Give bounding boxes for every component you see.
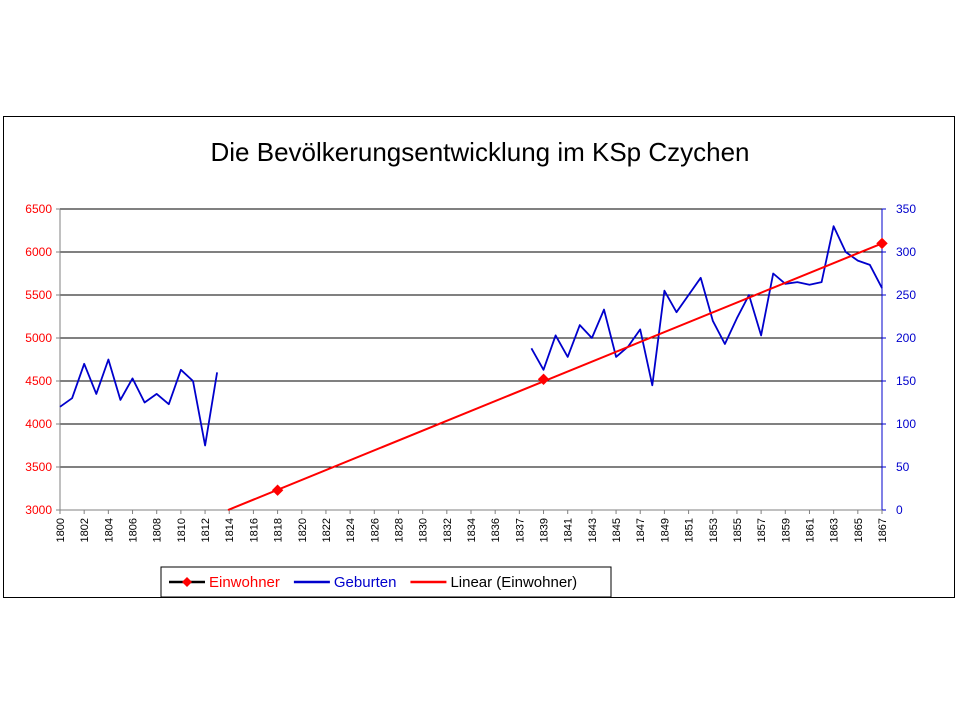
right-axis-tick-label: 300 (896, 245, 916, 259)
x-axis-tick-label: 1839 (539, 518, 551, 542)
x-axis-tick-label: 1812 (200, 518, 212, 542)
grid (60, 208, 882, 468)
data-point-einwohner (876, 237, 888, 250)
chart-title: Die Bevölkerungsentwicklung im KSp Czych… (210, 137, 749, 167)
x-axis-tick-label: 1814 (224, 518, 236, 542)
left-axis-tick-label: 3500 (25, 460, 52, 474)
x-axis-tick-label: 1847 (635, 518, 647, 542)
left-axis-tick-label: 5500 (25, 288, 52, 302)
right-axis-tick-label: 0 (896, 503, 903, 517)
left-axis-tick-label: 6500 (25, 202, 52, 216)
series-line-geburten (59, 358, 218, 447)
series-line-geburten (530, 225, 883, 387)
legend-label: Geburten (334, 574, 397, 591)
x-axis-tick-label: 1802 (79, 518, 91, 542)
x-axis-tick-label: 1806 (128, 518, 140, 542)
x-axis-tick-label: 1857 (756, 518, 768, 542)
series (59, 225, 888, 511)
chart: Die Bevölkerungsentwicklung im KSp Czych… (25, 137, 916, 598)
left-axis-tick-label: 5000 (25, 331, 52, 345)
x-axis-tick-label: 1804 (103, 518, 115, 542)
axes: 3000 3500 4000 4500 5000 5500 6000 6500 0 50 100 15… (25, 202, 916, 542)
x-axis-tick-label: 1853 (708, 518, 720, 542)
x-axis-tick-label: 1836 (490, 518, 502, 542)
x-axis-tick-label: 1800 (55, 518, 67, 542)
x-axis-tick-label: 1828 (393, 518, 405, 542)
x-axis-tick-label: 1867 (877, 518, 889, 542)
x-axis-tick-label: 1810 (176, 518, 188, 542)
right-axis-tick-label: 350 (896, 202, 916, 216)
left-axis-tick-label: 3000 (25, 503, 52, 517)
legend-label: Einwohner (209, 574, 280, 591)
x-axis-tick-label: 1861 (804, 518, 816, 542)
x-axis-tick-label: 1826 (369, 518, 381, 542)
x-axis-tick-label: 1851 (684, 518, 696, 542)
x-axis-tick-label: 1816 (248, 518, 260, 542)
x-axis-tick-label: 1832 (442, 518, 454, 542)
x-axis-tick-label: 1830 (418, 518, 430, 542)
x-axis-tick-label: 1865 (853, 518, 865, 542)
trendline-einwohner (227, 242, 883, 511)
legend-marker (182, 577, 192, 587)
x-axis-tick-label: 1834 (466, 518, 478, 542)
x-axis-tick-label: 1824 (345, 518, 357, 542)
legend-box (160, 566, 612, 598)
left-axis-tick-label: 4000 (25, 417, 52, 431)
legend: Einwohner Geburten Linear (Einwohner) (160, 566, 612, 598)
x-axis-tick-label: 1820 (297, 518, 309, 542)
left-axis-tick-label: 4500 (25, 374, 52, 388)
right-axis-tick-label: 200 (896, 331, 916, 345)
x-axis-tick-label: 1841 (563, 518, 575, 542)
x-axis-tick-label: 1863 (829, 518, 841, 542)
left-axis-tick-label: 6000 (25, 245, 52, 259)
x-axis-tick-label: 1855 (732, 518, 744, 542)
x-axis-tick-label: 1808 (152, 518, 164, 542)
right-axis-tick-label: 100 (896, 417, 916, 431)
right-axis-tick-label: 250 (896, 288, 916, 302)
right-axis-tick-label: 50 (896, 460, 910, 474)
x-axis-tick-label: 1822 (321, 518, 333, 542)
x-axis-tick-label: 1859 (780, 518, 792, 542)
chart-frame: Die Bevölkerungsentwicklung im KSp Czych… (3, 116, 955, 598)
x-axis-tick-label: 1843 (587, 518, 599, 542)
x-axis-tick-label: 1818 (273, 518, 285, 542)
x-axis-tick-label: 1849 (659, 518, 671, 542)
x-axis-tick-label: 1837 (514, 518, 526, 542)
right-axis-tick-label: 150 (896, 374, 916, 388)
legend-label: Linear (Einwohner) (450, 574, 577, 591)
x-axis-tick-label: 1845 (611, 518, 623, 542)
